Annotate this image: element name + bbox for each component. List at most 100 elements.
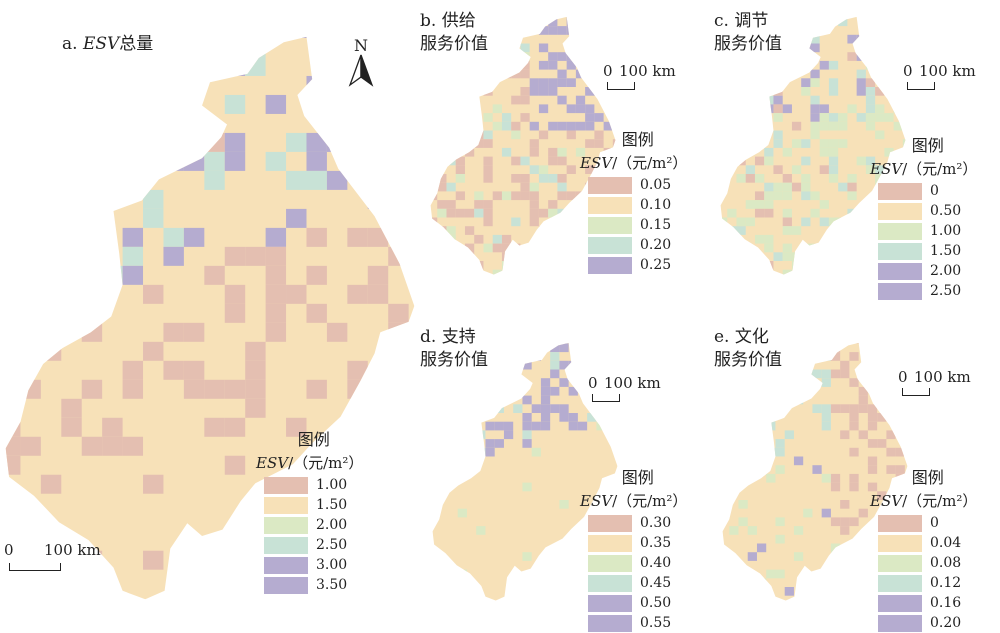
legend-label: 0.04 (930, 535, 962, 551)
scale-label: 100 km (919, 62, 976, 80)
legend-label: 0.45 (640, 575, 672, 591)
legend-label: 2.00 (930, 263, 962, 279)
legend-item: 0.15 (588, 215, 687, 235)
legend-swatch (878, 202, 922, 220)
legend-item: 0.20 (878, 613, 977, 633)
legend-swatch (588, 574, 632, 592)
legend-swatch (264, 476, 308, 494)
legend-swatch (264, 516, 308, 534)
legend-item: 0.04 (878, 533, 977, 553)
legend-swatch (588, 176, 632, 194)
panel-d-scale-bar: 0 100 km (588, 374, 688, 404)
legend-unit: ESV/（元/m²） (870, 492, 978, 510)
north-label: N (354, 36, 368, 55)
legend-swatch (588, 236, 632, 254)
legend-item: 1.00 (264, 475, 363, 495)
legend-label: 1.50 (316, 497, 348, 513)
legend-label: 3.00 (316, 557, 348, 573)
legend-swatch (878, 182, 922, 200)
legend-item: 1.50 (878, 241, 977, 261)
panel-e: e. 文化 服务价值 0 100 km 图例 ESV/（元/m²） 0 0.04 0.… (710, 316, 1000, 633)
scale-zero: 0 (588, 374, 598, 392)
legend-item: 2.50 (878, 281, 977, 301)
legend-swatch (878, 514, 922, 532)
legend-swatch (588, 256, 632, 274)
legend-unit: ESV/（元/m²） (580, 492, 688, 510)
legend-item: 2.50 (264, 535, 363, 555)
legend-item: 2.00 (878, 261, 977, 281)
panel-e-title: e. 文化 服务价值 (714, 327, 782, 370)
panel-a-legend: 图例 ESV/（元/m²） 1.00 1.50 2.00 2.50 3.00 3.50 (256, 426, 363, 595)
scale-label: 100 km (604, 374, 661, 392)
legend-swatch (588, 554, 632, 572)
legend-item: 0.25 (588, 255, 687, 275)
panel-c-legend: 图例 ESV/（元/m²） 0 0.50 1.00 1.50 2.00 2.50 (870, 132, 977, 301)
legend-item: 3.00 (264, 555, 363, 575)
legend-title: 图例 (621, 130, 654, 149)
legend-label: 0.08 (930, 555, 962, 571)
legend-swatch (878, 554, 922, 572)
legend-label: 0.50 (930, 203, 962, 219)
legend-item: 0.45 (588, 573, 687, 593)
panel-b-scale-bar: 0 100 km (603, 62, 703, 92)
legend-item: 3.50 (264, 575, 363, 595)
panel-a-title: a. ESV总量 (62, 34, 154, 54)
legend-label: 0.50 (640, 595, 672, 611)
legend-label: 0.15 (640, 217, 672, 233)
legend-item: 0.50 (878, 201, 977, 221)
panel-d: d. 支持 服务价值 0 100 km 图例 ESV/（元/m²） 0.30 0.3… (420, 316, 710, 633)
scale-zero: 0 (903, 62, 913, 80)
legend-label: 0 (930, 515, 939, 531)
legend-item: 0.35 (588, 533, 687, 553)
legend-item: 2.00 (264, 515, 363, 535)
north-arrow: N (346, 36, 376, 88)
legend-swatch (588, 216, 632, 234)
legend-title: 图例 (297, 430, 330, 449)
panel-c-map (720, 16, 906, 275)
scale-zero: 0 (4, 541, 14, 559)
legend-swatch (878, 574, 922, 592)
panel-c-scale-bar: 0 100 km (903, 62, 1000, 92)
legend-swatch (588, 534, 632, 552)
legend-label: 0.20 (930, 615, 962, 631)
legend-swatch (878, 282, 922, 300)
legend-title: 图例 (621, 468, 654, 487)
legend-item: 0.55 (588, 613, 687, 633)
legend-item: 0 (878, 181, 977, 201)
panel-d-legend: 图例 ESV/（元/m²） 0.30 0.35 0.40 0.45 0.50 0.55 (580, 464, 687, 633)
legend-label: 0.12 (930, 575, 962, 591)
panel-e-legend: 图例 ESV/（元/m²） 0 0.04 0.08 0.12 0.16 0.20 (870, 464, 977, 633)
legend-item: 1.00 (878, 221, 977, 241)
legend-swatch (588, 196, 632, 214)
legend-label: 2.00 (316, 517, 348, 533)
panel-b-title: b. 供给 服务价值 (420, 11, 488, 54)
legend-label: 1.00 (316, 477, 348, 493)
legend-title: 图例 (911, 136, 944, 155)
legend-swatch (878, 614, 922, 632)
legend-label: 0.55 (640, 615, 672, 631)
legend-swatch (878, 534, 922, 552)
scale-label: 100 km (914, 368, 971, 386)
legend-label: 0.16 (930, 595, 962, 611)
legend-label: 0 (930, 183, 939, 199)
legend-swatch (264, 556, 308, 574)
legend-item: 0.30 (588, 513, 687, 533)
legend-item: 0.08 (878, 553, 977, 573)
legend-swatch (264, 576, 308, 594)
legend-item: 1.50 (264, 495, 363, 515)
legend-label: 0.20 (640, 237, 672, 253)
panel-b: b. 供给 服务价值 0 100 km 图例 ESV/（元/m²） 0.05 0.1… (420, 0, 710, 316)
legend-swatch (878, 594, 922, 612)
legend-label: 0.10 (640, 197, 672, 213)
legend-label: 0.35 (640, 535, 672, 551)
legend-title: 图例 (911, 468, 944, 487)
legend-label: 2.50 (316, 537, 348, 553)
panel-c-title: c. 调节 服务价值 (714, 11, 782, 54)
scale-zero: 0 (898, 368, 908, 386)
legend-item: 0.12 (878, 573, 977, 593)
legend-swatch (878, 242, 922, 260)
legend-item: 0.40 (588, 553, 687, 573)
legend-swatch (264, 496, 308, 514)
scale-label: 100 km (44, 541, 101, 559)
legend-item: 0.50 (588, 593, 687, 613)
